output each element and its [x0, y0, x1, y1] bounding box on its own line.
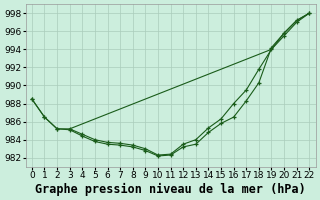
X-axis label: Graphe pression niveau de la mer (hPa): Graphe pression niveau de la mer (hPa): [35, 183, 306, 196]
